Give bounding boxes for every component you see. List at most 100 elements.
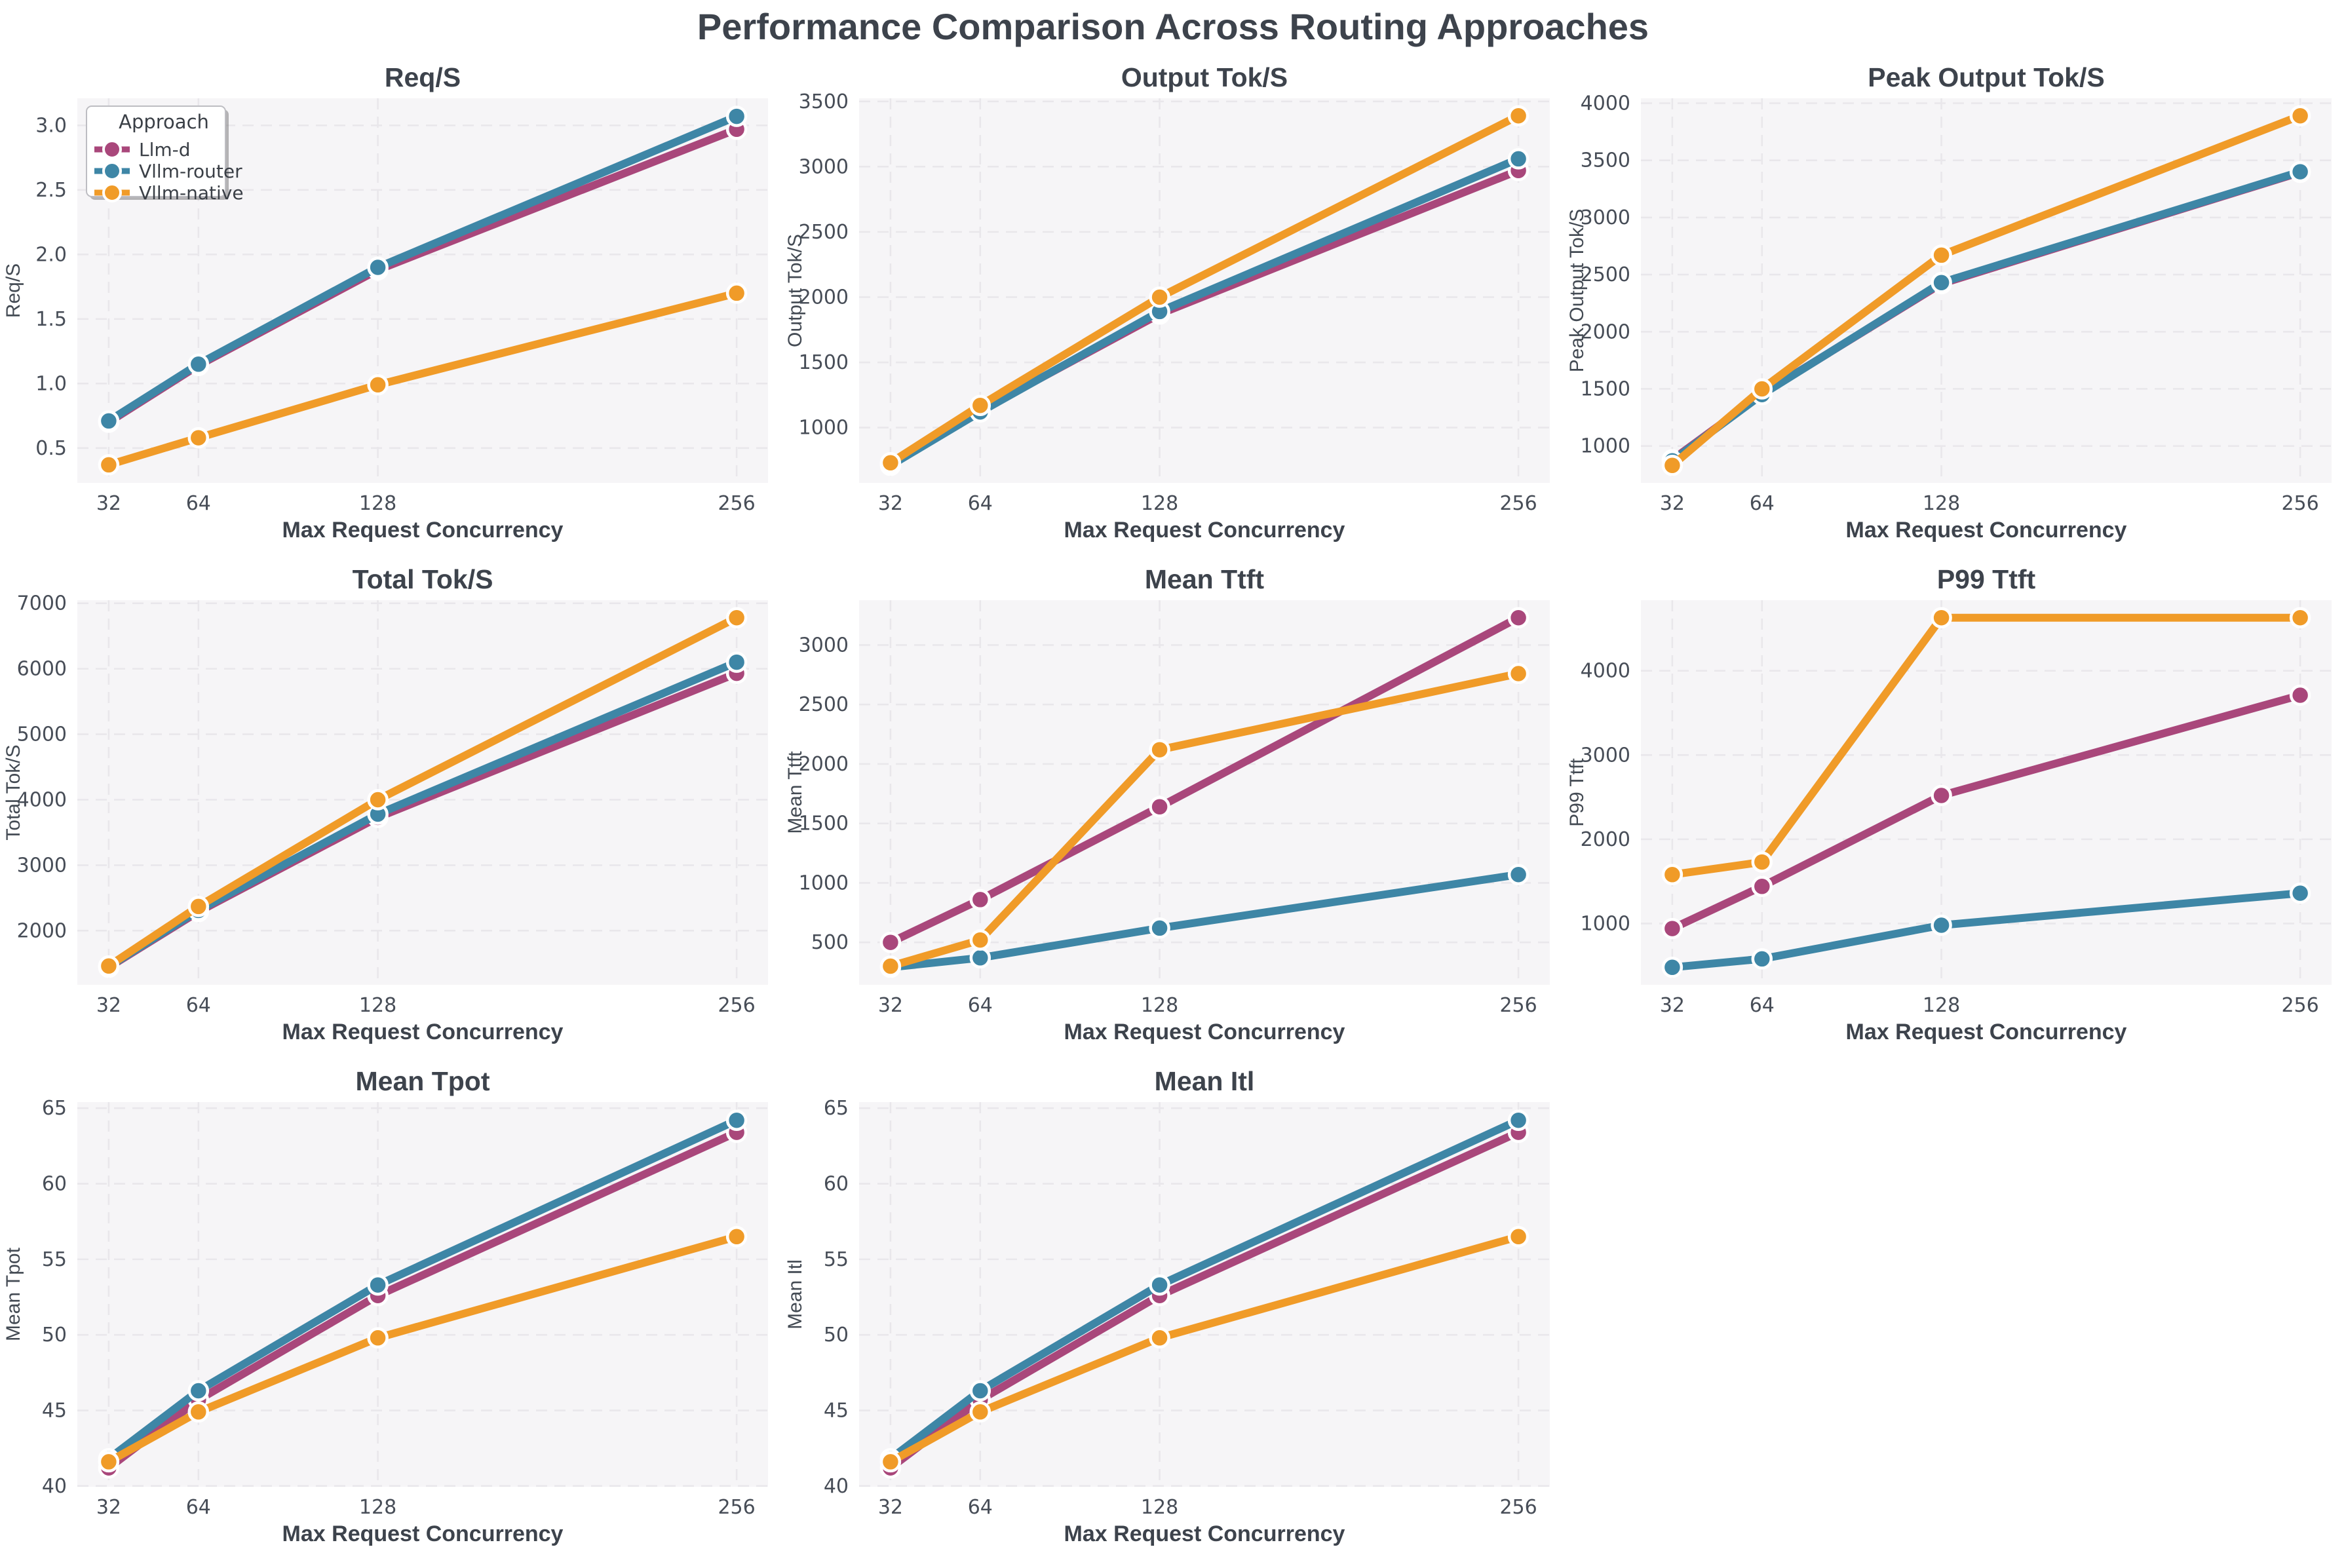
marker-vllm-router — [1931, 914, 1952, 936]
legend-marker — [102, 183, 122, 202]
subplot-total-tok-s: 32 64 128 256 2000 3000 4000 5000 6000 7000 Total … — [0, 562, 782, 1064]
marker-vllm-native — [187, 427, 210, 449]
x-tick-label: 256 — [2281, 492, 2318, 515]
marker-llm-d — [1931, 784, 1952, 807]
x-tick-label: 64 — [968, 994, 993, 1017]
y-tick-label: 50 — [42, 1324, 67, 1347]
marker-vllm-router — [367, 1274, 389, 1296]
y-tick-label: 4000 — [1581, 92, 1630, 115]
subplot-title: Req/S — [385, 62, 461, 92]
legend-marker — [102, 140, 122, 159]
marker-vllm-native — [1661, 864, 1683, 886]
x-axis-label: Max Request Concurrency — [1846, 518, 2127, 543]
marker-vllm-native — [98, 1451, 120, 1473]
x-tick-label: 256 — [1499, 1496, 1537, 1519]
marker-vllm-router — [1149, 917, 1170, 939]
marker-vllm-native — [725, 282, 748, 304]
marker-vllm-native — [969, 929, 991, 951]
plot-area — [1641, 98, 2332, 483]
x-tick-label: 256 — [1499, 492, 1537, 515]
series-line-vllm-router — [886, 870, 1523, 972]
marker-vllm-native — [187, 1401, 210, 1423]
marker-vllm-router — [1931, 272, 1952, 294]
series-line-vllm-router — [886, 1116, 1523, 1463]
legend-item-label: Llm-d — [139, 139, 191, 161]
marker-vllm-native — [969, 1401, 991, 1423]
empty-cell — [1564, 1064, 2345, 1566]
x-tick-label: 32 — [878, 492, 903, 515]
series-line-vllm-native — [104, 289, 741, 469]
marker-vllm-native — [1507, 1226, 1529, 1248]
y-tick-label: 2500 — [799, 221, 849, 244]
marker-vllm-native — [367, 374, 389, 396]
marker-vllm-native — [1149, 286, 1170, 308]
series-line-vllm-native — [886, 111, 1523, 467]
y-tick-label: 3500 — [1581, 149, 1630, 172]
y-tick-label: 3000 — [1581, 206, 1630, 229]
y-tick-label: 3.0 — [35, 114, 67, 137]
subplot-mean-tpot: 32 64 128 256 40 45 50 55 60 65 Mean Tpot Mean Tpot… — [0, 1064, 782, 1566]
subplot-svg-total-tok-s: 32 64 128 256 2000 3000 4000 5000 6000 7000 Total … — [3, 564, 768, 1044]
marker-llm-d — [1661, 917, 1683, 940]
y-tick-label: 4000 — [1581, 660, 1630, 683]
y-tick-label: 7000 — [17, 592, 67, 615]
y-tick-label: 50 — [824, 1324, 849, 1347]
marker-vllm-router — [969, 947, 991, 969]
y-axis-label: Peak Output Tok/S — [1566, 209, 1588, 373]
marker-vllm-router — [725, 105, 748, 127]
subplot-title: Mean Tpot — [356, 1066, 490, 1096]
x-tick-label: 32 — [1660, 994, 1685, 1017]
y-tick-label: 3500 — [799, 90, 849, 113]
y-tick-label: 1500 — [1581, 377, 1630, 400]
x-tick-label: 64 — [186, 1496, 211, 1519]
series-line-llm-d — [1668, 691, 2305, 933]
marker-vllm-native — [879, 955, 902, 977]
subplot-svg-req-s: 32 64 128 256 0.5 1.0 1.5 2.0 2.5 3.0 Req/S Req/S Ma… — [3, 62, 768, 543]
subplot-title: P99 Ttft — [1937, 564, 2036, 594]
x-axis-label: Max Request Concurrency — [1846, 1020, 2127, 1044]
x-tick-label: 64 — [968, 492, 993, 515]
series-line-vllm-native — [104, 613, 741, 970]
marker-vllm-router — [187, 353, 210, 375]
legend-item-label: Vllm-native — [139, 182, 244, 204]
y-tick-label: 1000 — [1581, 435, 1630, 458]
y-axis-label: Total Tok/S — [3, 744, 24, 840]
y-tick-label: 55 — [824, 1248, 849, 1271]
y-tick-label: 5000 — [17, 723, 67, 746]
marker-vllm-native — [1149, 738, 1170, 761]
subplot-svg-mean-tpot: 32 64 128 256 40 45 50 55 60 65 Mean Tpot Mean Tpot… — [3, 1066, 768, 1546]
plot-area — [1641, 600, 2332, 985]
marker-llm-d — [1507, 607, 1529, 628]
marker-vllm-native — [187, 896, 210, 917]
x-tick-label: 32 — [1660, 492, 1685, 515]
subplot-mean-itl: 32 64 128 256 40 45 50 55 60 65 Mean Itl Mean Itl Ma… — [782, 1064, 1564, 1566]
subplot-output-tok-s: 32 64 128 256 1000 1500 2000 2500 3000 3500 Output… — [782, 60, 1564, 562]
series-line-vllm-native — [1668, 613, 2305, 879]
marker-vllm-native — [367, 789, 389, 811]
y-tick-label: 65 — [42, 1097, 67, 1120]
y-tick-label: 60 — [824, 1173, 849, 1196]
x-axis-label: Max Request Concurrency — [1064, 518, 1345, 543]
y-tick-label: 2000 — [799, 753, 849, 776]
marker-llm-d — [1149, 796, 1170, 818]
subplot-mean-ttft: 32 64 128 256 500 1000 1500 2000 2500 3000 Mean Tt… — [782, 562, 1564, 1064]
x-tick-label: 128 — [359, 1496, 396, 1519]
subplot-svg-peak-output-tok-s: 32 64 128 256 1000 1500 2000 2500 3000 3500 4000 Pe… — [1566, 62, 2332, 543]
series-line-vllm-router — [104, 112, 741, 425]
series-line-vllm-native — [1668, 111, 2305, 470]
x-tick-label: 128 — [1141, 994, 1178, 1017]
marker-vllm-native — [1661, 455, 1683, 476]
x-tick-label: 64 — [968, 1496, 993, 1519]
y-tick-label: 1500 — [799, 813, 849, 835]
x-tick-label: 256 — [718, 1496, 755, 1519]
y-tick-label: 60 — [42, 1173, 67, 1196]
y-tick-label: 3000 — [799, 155, 849, 178]
marker-vllm-native — [1507, 105, 1529, 126]
marker-vllm-native — [2289, 607, 2311, 628]
y-axis-label: Mean Itl — [784, 1259, 806, 1329]
marker-vllm-native — [879, 452, 902, 474]
y-tick-label: 2500 — [1581, 263, 1630, 286]
marker-vllm-router — [1661, 957, 1683, 978]
marker-vllm-native — [725, 607, 748, 628]
